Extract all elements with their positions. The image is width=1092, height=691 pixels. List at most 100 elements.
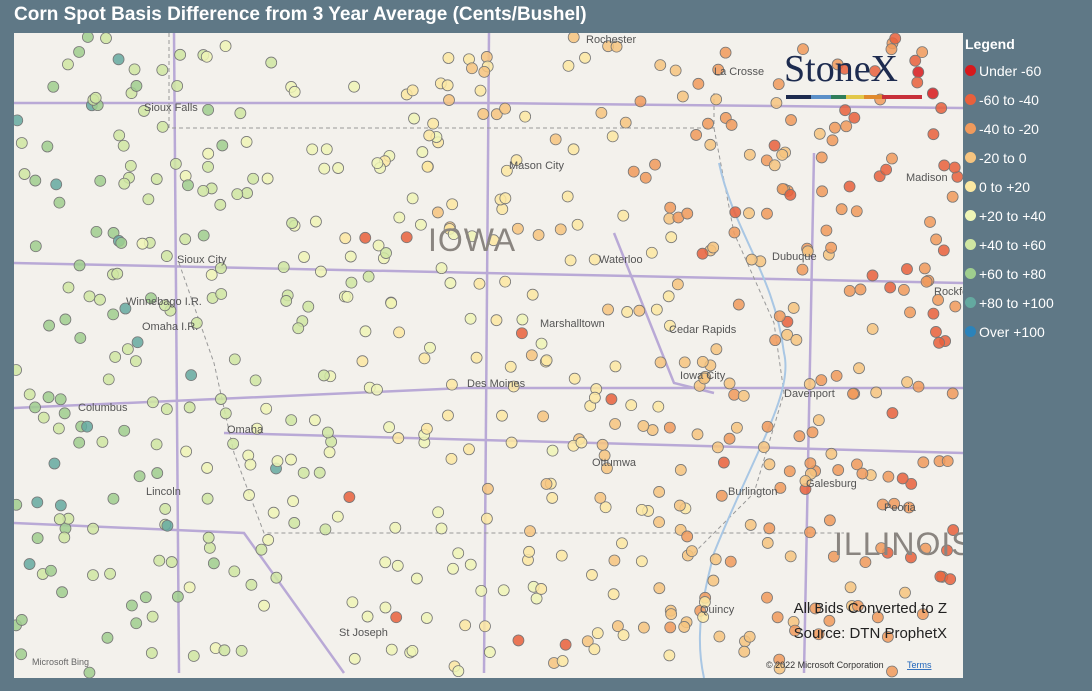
city: Iowa City (680, 370, 726, 382)
bid-point (119, 302, 132, 315)
bid-point (87, 522, 99, 535)
bid-point (73, 436, 86, 449)
bid-point (499, 102, 511, 115)
bid-point (392, 432, 405, 444)
bid-point (663, 421, 676, 434)
bid-point (415, 218, 427, 231)
bid-point (446, 198, 459, 211)
bid-point (477, 108, 490, 120)
bid-point (875, 542, 888, 555)
bid-point (14, 114, 24, 127)
bid-point (87, 569, 99, 582)
bid-point (81, 420, 94, 433)
map: Rochester La Crosse Sioux Falls Mason Ci… (14, 33, 963, 678)
bid-point (773, 310, 786, 323)
bid-point (820, 224, 833, 237)
bid-point (930, 233, 943, 246)
city: Lincoln (146, 486, 181, 498)
note: All Bids Converted to Z (794, 600, 947, 617)
bid-point (313, 466, 326, 479)
bid-point (73, 46, 85, 58)
bid-point (487, 234, 500, 247)
bid-point (854, 283, 867, 296)
bid-point (669, 64, 682, 77)
bid-point (56, 586, 68, 599)
bid-point (452, 665, 465, 678)
bid-point (926, 87, 939, 100)
city: Peoria (884, 502, 917, 514)
bid-point (344, 250, 357, 263)
bid-point (549, 133, 562, 146)
bid-point (516, 313, 529, 326)
bid-point (400, 231, 413, 244)
bid-point (308, 414, 321, 427)
bid-point (287, 495, 299, 507)
city: Marshalltown (540, 318, 605, 330)
bid-point (696, 247, 709, 260)
bid-point (420, 612, 433, 624)
bid-point (554, 223, 567, 236)
bid-point (361, 610, 374, 623)
bid-point (941, 544, 953, 557)
bid-point (852, 600, 864, 612)
bid-point (697, 611, 710, 623)
bid-point (29, 174, 42, 187)
bid-point (743, 630, 756, 643)
bid-point (917, 456, 930, 469)
bid-point (113, 129, 126, 142)
bid-point (650, 303, 663, 316)
bid-point (809, 602, 822, 615)
legend-label: -60 to -40 (979, 91, 1039, 108)
bid-point (182, 179, 194, 192)
bid-point (512, 634, 525, 647)
bid-point (445, 452, 458, 465)
bid-point (787, 302, 800, 314)
bid-point (160, 403, 173, 415)
bid-point (905, 551, 917, 564)
bid-point (463, 443, 475, 456)
bid-point (920, 275, 933, 288)
bid-point (54, 499, 67, 512)
city: Davenport (784, 388, 835, 400)
bid-point (130, 355, 142, 368)
bid-point (717, 456, 730, 469)
bid-point (270, 571, 283, 584)
bid-point (932, 294, 944, 306)
bid-point (179, 233, 192, 246)
bid-point (150, 438, 163, 451)
city: Omaha I.R. (142, 321, 198, 333)
bid-point (698, 596, 711, 608)
bid-point (673, 499, 686, 512)
bid-point (540, 354, 553, 367)
legend-swatch (965, 94, 976, 105)
bid-point (933, 336, 945, 349)
bid-point (442, 409, 454, 422)
bid-point (202, 147, 215, 160)
bid-point (31, 496, 44, 509)
bid-point (743, 207, 755, 220)
bid-point (567, 33, 580, 44)
bid-point (406, 192, 419, 205)
terms-link[interactable]: Terms (907, 660, 932, 670)
bid-point (599, 501, 612, 514)
bid-point (267, 506, 280, 519)
bid-point (532, 229, 545, 241)
bid-point (790, 334, 803, 346)
bid-point (709, 553, 722, 566)
bid-point (815, 151, 828, 164)
bid-point (265, 56, 278, 69)
bid-point (804, 526, 816, 539)
bid-point (73, 259, 86, 272)
bid-point (606, 130, 619, 143)
bid-point (745, 253, 758, 266)
bid-point (738, 645, 751, 658)
bid-point (880, 163, 893, 176)
bid-point (345, 276, 358, 289)
bid-point (161, 519, 174, 532)
bid-point (111, 267, 124, 280)
bid-point (664, 201, 677, 214)
bid-point (136, 237, 149, 250)
bid-point (944, 573, 957, 586)
bid-point (948, 161, 961, 174)
bid-point (909, 54, 922, 67)
